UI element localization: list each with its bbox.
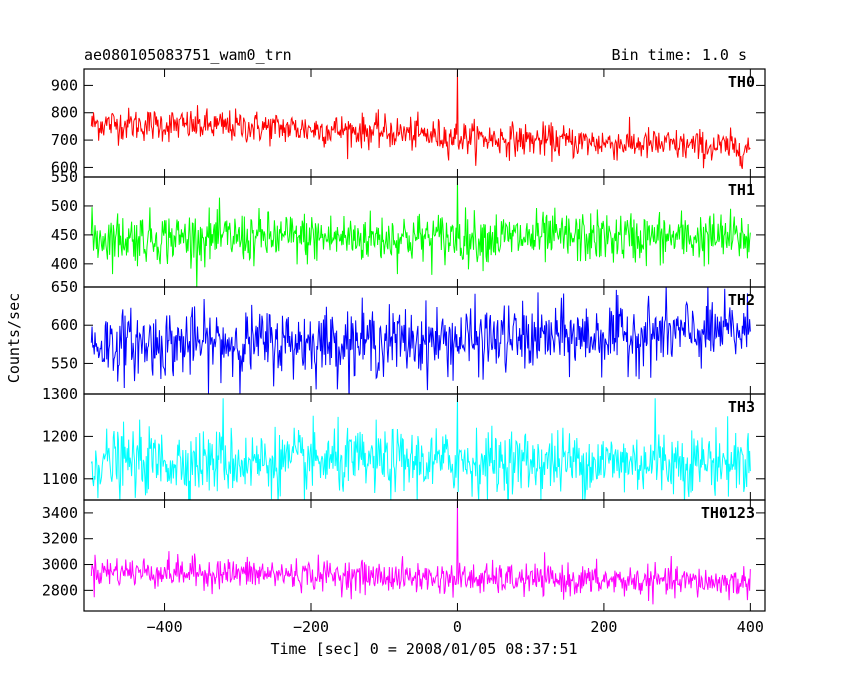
series-th0123: [90, 501, 751, 605]
panel-label-th2: TH2: [728, 291, 755, 309]
series-th2: [90, 287, 751, 394]
y-tick-label: 3200: [42, 530, 78, 548]
y-tick-label: 600: [51, 158, 78, 176]
y-tick-label: 900: [51, 76, 78, 94]
y-tick-label: 700: [51, 131, 78, 149]
x-axis-label: Time [sec] 0 = 2008/01/05 08:37:51: [270, 640, 577, 658]
y-tick-label: 1300: [42, 385, 78, 403]
y-tick-label: 1200: [42, 427, 78, 445]
x-tick-label: −400: [146, 618, 182, 636]
x-tick-label: −200: [293, 618, 329, 636]
series-th1: [90, 178, 751, 287]
bin-time-label: Bin time: 1.0 s: [612, 46, 747, 64]
panel-frame-th1: [83, 176, 766, 288]
panel-label-th0123: TH0123: [701, 504, 755, 522]
x-tick-label: 400: [737, 618, 764, 636]
y-tick-label: 450: [51, 226, 78, 244]
y-tick-label: 2800: [42, 581, 78, 599]
series-th0: [90, 70, 751, 169]
y-tick-label: 550: [51, 354, 78, 372]
y-tick-label: 800: [51, 104, 78, 122]
y-tick-label: 550: [51, 168, 78, 186]
y-axis-label: Counts/sec: [5, 293, 23, 383]
y-tick-label: 400: [51, 255, 78, 273]
panel-label-th3: TH3: [728, 398, 755, 416]
y-tick-label: 600: [51, 316, 78, 334]
y-tick-label: 3400: [42, 504, 78, 522]
panel-frame-th0123: [83, 499, 766, 612]
x-tick-label: 200: [590, 618, 617, 636]
x-tick-label: 0: [453, 618, 462, 636]
panel-label-th1: TH1: [728, 181, 755, 199]
chart-title: ae080105083751_wam0_trn: [84, 46, 292, 64]
y-tick-label: 650: [51, 278, 78, 296]
y-tick-label: 1100: [42, 470, 78, 488]
panel-label-th0: TH0: [728, 73, 755, 91]
series-th3: [90, 396, 751, 500]
y-tick-label: 3000: [42, 556, 78, 574]
y-tick-label: 500: [51, 197, 78, 215]
